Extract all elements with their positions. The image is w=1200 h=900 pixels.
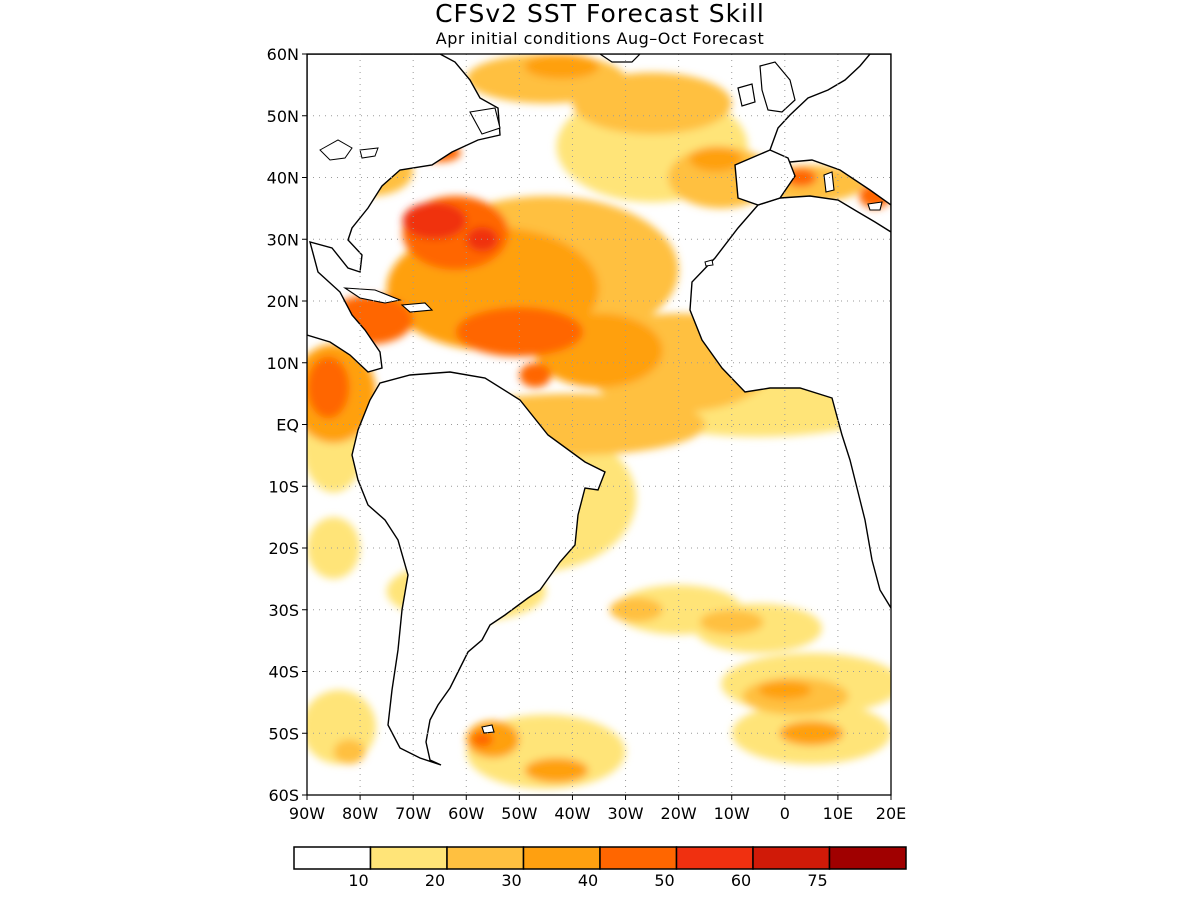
land-mask-layer: [307, 54, 891, 766]
great-lakes: [319, 139, 379, 161]
y-tick-label: 30S: [268, 601, 299, 620]
x-tick-label: 50W: [501, 804, 537, 823]
colorbar-swatch: [446, 846, 525, 870]
colorbar-swatch: [752, 846, 831, 870]
newfoundland-island: [469, 107, 501, 135]
skill-region-32: [524, 54, 599, 79]
colorbar-swatch: [522, 846, 601, 870]
x-tick-label: 30W: [607, 804, 643, 823]
x-tick-label: 40W: [554, 804, 590, 823]
colorbar-label: 10: [348, 871, 368, 890]
skill-region-14: [609, 597, 663, 623]
map-subtitle: Apr initial conditions Aug–Oct Forecast: [436, 29, 764, 48]
y-tick-label: 60S: [268, 786, 299, 805]
map-plot-area: 90W 80W 70W 60W 50W 40W 30W 20W 10W 0 10E 20E 60N 50…: [267, 45, 907, 823]
longitude-tick-labels: 90W 80W 70W 60W 50W 40W 30W 20W 10W 0 10E 20E: [289, 795, 906, 823]
cuba-island: [342, 287, 402, 304]
africa-europe-landmass: [689, 54, 891, 610]
colorbar-swatch: [675, 846, 754, 870]
x-tick-label: 20E: [876, 804, 906, 823]
colorbar-label: 75: [807, 871, 827, 890]
skill-region-39: [519, 362, 552, 388]
colorbar-label: 50: [654, 871, 674, 890]
y-tick-label: 20S: [268, 539, 299, 558]
x-tick-label: 70W: [395, 804, 431, 823]
greenland-tip: [598, 54, 641, 63]
skill-region-17: [333, 739, 366, 765]
colorbar-swatch: [293, 846, 372, 870]
y-tick-label: 40S: [268, 663, 299, 682]
sardinia-island: [823, 171, 835, 193]
great-britain-island: [759, 61, 796, 113]
skill-region-35: [307, 356, 350, 419]
skill-region-33: [689, 146, 743, 172]
sicily-island: [867, 201, 883, 211]
x-tick-label: 80W: [342, 804, 378, 823]
hispaniola-island: [400, 302, 434, 313]
x-tick-label: 60W: [448, 804, 484, 823]
skill-region-15: [699, 609, 764, 635]
y-tick-label: 20N: [267, 292, 299, 311]
y-tick-label: 40N: [267, 169, 299, 188]
x-tick-label: 10E: [823, 804, 853, 823]
map-title: CFSv2 SST Forecast Skill: [435, 0, 765, 28]
colorbar: 10 20 30 40 50 60 75: [293, 846, 907, 890]
skill-region-36: [455, 307, 584, 357]
colorbar-label: 40: [578, 871, 598, 890]
y-tick-label: 50S: [268, 724, 299, 743]
x-tick-label: 0: [780, 804, 790, 823]
ireland-island: [737, 83, 756, 107]
latitude-tick-labels: 60N 50N 40N 30N 20N 10N EQ 10S 20S 30S 40S 50S 60S: [267, 45, 307, 805]
canary-islands: [704, 259, 714, 267]
y-tick-label: 10S: [268, 477, 299, 496]
y-tick-label: EQ: [276, 416, 299, 435]
skill-region-45: [466, 226, 499, 252]
colorbar-label: 20: [425, 871, 445, 890]
colorbar-label: 60: [731, 871, 751, 890]
x-tick-label: 90W: [289, 804, 325, 823]
south-america-landmass: [351, 371, 606, 766]
skill-region-10: [307, 517, 361, 579]
x-tick-label: 10W: [714, 804, 750, 823]
colorbar-swatch: [828, 846, 907, 870]
x-tick-label: 20W: [661, 804, 697, 823]
gridlines-layer: [307, 54, 891, 795]
y-tick-label: 60N: [267, 45, 299, 64]
y-tick-label: 30N: [267, 230, 299, 249]
y-tick-label: 10N: [267, 354, 299, 373]
y-tick-label: 50N: [267, 107, 299, 126]
colorbar-label: 30: [501, 871, 521, 890]
skill-region-34: [471, 732, 493, 747]
falklands-island: [481, 724, 495, 734]
colorbar-swatch: [369, 846, 448, 870]
skill-region-44: [402, 202, 467, 240]
skill-region-28: [524, 757, 589, 783]
iberia-landmass: [734, 149, 796, 206]
north-america-landmass: [307, 54, 501, 373]
colorbar-swatch: [599, 846, 678, 870]
